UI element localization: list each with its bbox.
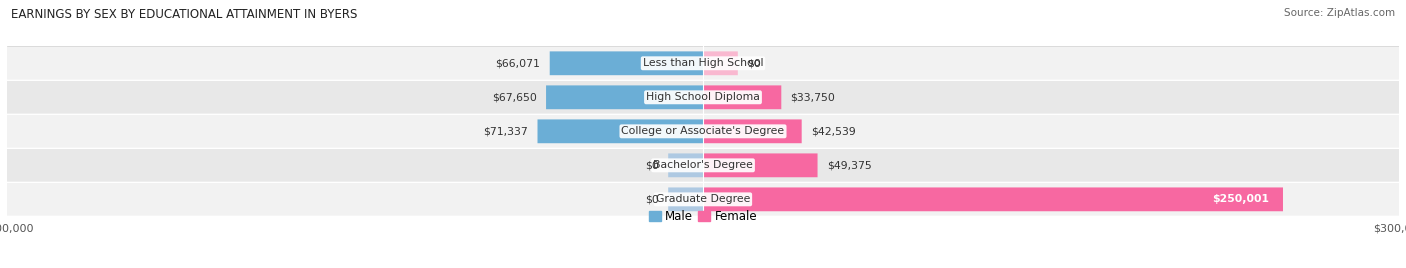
Text: $0: $0 (645, 194, 659, 204)
Text: High School Diploma: High School Diploma (647, 92, 759, 102)
FancyBboxPatch shape (550, 51, 703, 75)
Text: $0: $0 (645, 160, 659, 170)
FancyBboxPatch shape (668, 153, 703, 177)
FancyBboxPatch shape (703, 51, 738, 75)
Text: $250,001: $250,001 (1212, 194, 1270, 204)
FancyBboxPatch shape (537, 120, 703, 143)
Text: College or Associate's Degree: College or Associate's Degree (621, 126, 785, 136)
FancyBboxPatch shape (7, 81, 1399, 114)
FancyBboxPatch shape (7, 149, 1399, 182)
FancyBboxPatch shape (7, 115, 1399, 148)
Text: Source: ZipAtlas.com: Source: ZipAtlas.com (1284, 8, 1395, 18)
FancyBboxPatch shape (7, 183, 1399, 216)
FancyBboxPatch shape (703, 153, 817, 177)
Text: $0: $0 (747, 58, 761, 68)
Text: $33,750: $33,750 (790, 92, 835, 102)
FancyBboxPatch shape (7, 47, 1399, 80)
Text: $42,539: $42,539 (811, 126, 856, 136)
FancyBboxPatch shape (546, 85, 703, 109)
Legend: Male, Female: Male, Female (644, 206, 762, 228)
Text: $66,071: $66,071 (495, 58, 540, 68)
Text: $67,650: $67,650 (492, 92, 537, 102)
FancyBboxPatch shape (703, 187, 1284, 211)
FancyBboxPatch shape (703, 120, 801, 143)
Text: $49,375: $49,375 (827, 160, 872, 170)
FancyBboxPatch shape (668, 187, 703, 211)
Text: Less than High School: Less than High School (643, 58, 763, 68)
Text: $71,337: $71,337 (484, 126, 529, 136)
Text: EARNINGS BY SEX BY EDUCATIONAL ATTAINMENT IN BYERS: EARNINGS BY SEX BY EDUCATIONAL ATTAINMEN… (11, 8, 357, 21)
FancyBboxPatch shape (703, 85, 782, 109)
Text: Graduate Degree: Graduate Degree (655, 194, 751, 204)
Text: Bachelor's Degree: Bachelor's Degree (652, 160, 754, 170)
